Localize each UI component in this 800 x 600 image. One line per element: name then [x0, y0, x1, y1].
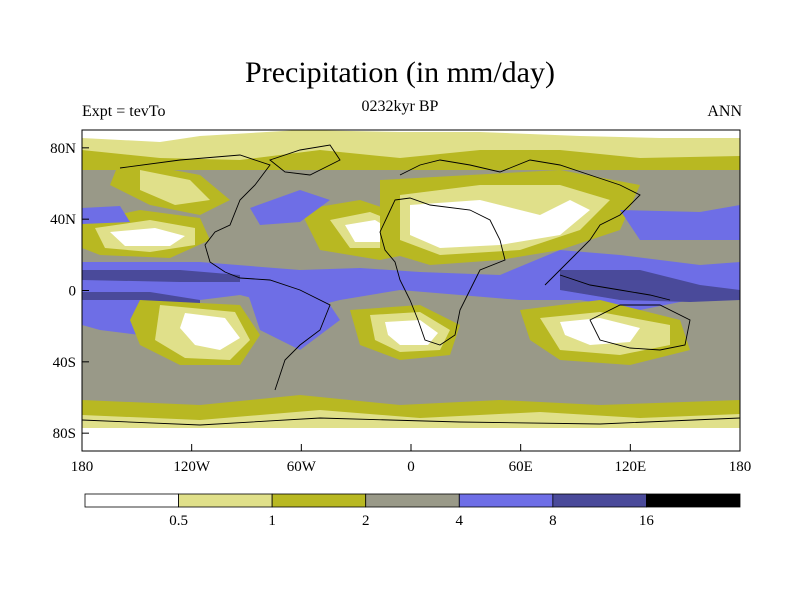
contour-field — [82, 130, 740, 451]
colorbar-level-label: 1 — [268, 513, 276, 529]
season-label: ANN — [707, 103, 742, 120]
x-axis: 180 120W 60W 0 60E 120E 180 — [71, 444, 752, 475]
colorbar-level-label: 8 — [549, 513, 557, 529]
colorbar-level-label: 16 — [639, 513, 655, 529]
colorbar-level-label: 2 — [362, 513, 370, 529]
x-tick-label: 120E — [614, 459, 646, 475]
map-title: Precipitation (in mm/day) — [245, 56, 555, 89]
x-tick-label: 180 — [729, 459, 752, 475]
colorbar-swatch — [458, 493, 554, 508]
y-tick-label: 40S — [53, 355, 76, 371]
colorbar-swatch — [646, 493, 741, 508]
coastlines — [82, 144, 740, 426]
time-label: 0232kyr BP — [361, 98, 439, 115]
colorbar-swatch — [84, 493, 179, 508]
x-tick-label: 0 — [407, 459, 415, 475]
colorbar-swatch — [365, 493, 460, 508]
colorbar-swatch — [178, 493, 273, 508]
y-tick-label: 80N — [50, 141, 76, 157]
y-tick-label: 80S — [53, 426, 76, 442]
y-axis: 80N 40N 0 40S 80S — [50, 141, 89, 442]
x-tick-label: 120W — [173, 459, 211, 475]
y-tick-label: 40N — [50, 212, 76, 228]
y-tick-label: 0 — [69, 284, 77, 300]
x-tick-label: 60E — [509, 459, 533, 475]
colorbar-level-label: 0.5 — [169, 513, 188, 529]
colorbar-swatch — [271, 493, 367, 508]
experiment-label: Expt = tevTo — [82, 103, 166, 120]
colorbar-swatch — [552, 493, 647, 508]
colorbar: 0.5 1 2 4 8 16 — [84, 493, 741, 529]
x-tick-label: 180 — [71, 459, 94, 475]
x-tick-label: 60W — [287, 459, 317, 475]
colorbar-level-label: 4 — [456, 513, 464, 529]
